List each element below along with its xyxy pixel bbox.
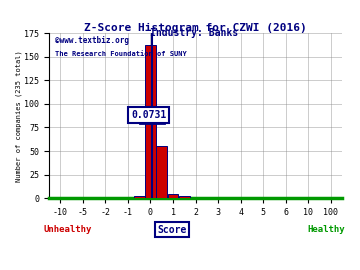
Text: The Research Foundation of SUNY: The Research Foundation of SUNY	[55, 51, 186, 57]
Y-axis label: Number of companies (235 total): Number of companies (235 total)	[15, 50, 22, 181]
Text: Unhealthy: Unhealthy	[43, 225, 91, 234]
Text: Industry: Banks: Industry: Banks	[150, 28, 238, 38]
Bar	[156, 146, 167, 198]
Bar	[168, 194, 179, 198]
Text: Score: Score	[157, 225, 187, 235]
Bar	[134, 196, 145, 198]
Text: ©www.textbiz.org: ©www.textbiz.org	[55, 36, 129, 45]
Text: 0.0731: 0.0731	[131, 110, 166, 120]
Text: Healthy: Healthy	[307, 225, 345, 234]
Bar	[145, 45, 156, 198]
Title: Z-Score Histogram for CZWI (2016): Z-Score Histogram for CZWI (2016)	[84, 23, 307, 33]
Bar	[179, 196, 190, 198]
